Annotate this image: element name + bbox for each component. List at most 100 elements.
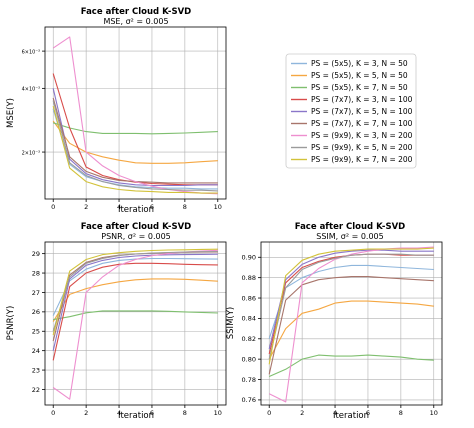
mse-series-line-9: [52, 105, 218, 194]
ssim-series-line-3: [268, 354, 434, 378]
psnr-series-line-5: [52, 253, 218, 351]
ssim-series-line-1: [268, 264, 434, 339]
ssim-series-line-8: [268, 253, 434, 360]
psnr-series-line-3: [53, 310, 218, 321]
psnr-series-line-4: [52, 262, 218, 361]
legend-label: PS = (9x9), K = 3, N = 200: [311, 131, 413, 140]
mse-x-tick-label: 2: [84, 203, 88, 211]
ssim-series-line-2: [268, 300, 434, 360]
psnr-y-tick-label: 29: [32, 250, 40, 258]
ssim-chart-title: Face after Cloud K-SVD: [295, 222, 405, 232]
mse-y-axis-label: MSE(Y): [6, 98, 16, 128]
psnr-y-tick-label: 22: [32, 386, 40, 394]
psnr-x-tick-label: 8: [183, 409, 187, 417]
psnr-y-axis-label: PSNR(Y): [6, 306, 16, 341]
psnr-y-tick-label: 26: [32, 308, 40, 316]
mse-series-line-2: [52, 120, 218, 164]
mse-chart: Face after Cloud K-SVD MSE, σ² = 0.005 0…: [6, 7, 227, 215]
ssim-y-tick-label: 0.88: [242, 274, 256, 282]
legend-label: PS = (7x7), K = 5, N = 100: [311, 107, 413, 116]
psnr-x-tick-label: 10: [214, 409, 222, 417]
psnr-x-tick-label: 0: [51, 409, 55, 417]
ssim-series-line-9: [268, 247, 434, 365]
ssim-x-axis-label: Iteration: [333, 411, 369, 421]
ssim-series-line-6: [268, 276, 434, 375]
mse-y-tick-label: 4×10⁻³: [22, 87, 40, 93]
mse-y-tick-label: 2×10⁻³: [22, 150, 40, 156]
psnr-x-tick-label: 2: [84, 409, 88, 417]
ssim-y-tick-label: 0.78: [242, 376, 256, 384]
ssim-x-tick-label: 8: [399, 409, 403, 417]
ssim-x-tick-label: 4: [333, 409, 337, 417]
legend-label: PS = (9x9), K = 5, N = 200: [311, 143, 413, 152]
mse-x-tick-label: 10: [214, 203, 222, 211]
psnr-plot-frame: [44, 241, 227, 406]
legend-label: PS = (5x5), K = 3, N = 50: [311, 59, 408, 68]
psnr-y-tick-label: 24: [32, 347, 40, 355]
legend: PS = (5x5), K = 3, N = 50 PS = (5x5), K =…: [285, 53, 417, 169]
psnr-x-tick-label: 4: [117, 409, 121, 417]
psnr-chart-subtitle: PSNR, σ² = 0.005: [101, 232, 171, 241]
psnr-series-group: [52, 248, 218, 400]
mse-series-line-3: [53, 122, 218, 135]
ssim-series-line-5: [268, 249, 434, 350]
ssim-y-tick-label: 0.86: [242, 294, 256, 302]
ssim-y-axis-label: SSIM(Y): [226, 307, 236, 339]
psnr-series-line-8: [52, 250, 218, 332]
legend-label: PS = (9x9), K = 7, N = 200: [311, 155, 413, 164]
mse-y-ticks: 2×10⁻³ 4×10⁻³ 6×10⁻³: [22, 49, 45, 156]
psnr-y-ticks: 22 23 24 25 26 27 28 29: [32, 250, 45, 394]
mse-y-tick-label: 6×10⁻³: [22, 49, 40, 55]
mse-x-tick-label: 8: [183, 203, 187, 211]
ssim-series-line-7: [268, 246, 434, 403]
ssim-x-tick-label: 2: [300, 409, 304, 417]
mse-series-group: [52, 36, 218, 195]
ssim-y-ticks: 0.76 0.78 0.80 0.82 0.84 0.86 0.88 0.90: [242, 254, 261, 404]
mse-grid: [45, 27, 226, 199]
legend-label: PS = (7x7), K = 3, N = 100: [311, 95, 413, 104]
ssim-x-ticks: 0 2 4 6 8 10: [267, 405, 438, 417]
psnr-series-line-2: [52, 278, 218, 322]
psnr-y-tick-label: 27: [32, 289, 40, 297]
mse-series-line-5: [52, 88, 218, 187]
mse-x-tick-label: 4: [117, 203, 121, 211]
legend-label: PS = (5x5), K = 7, N = 50: [311, 83, 408, 92]
ssim-y-tick-label: 0.84: [242, 315, 256, 323]
mse-plot-frame: [44, 26, 227, 200]
legend-entries: PS = (5x5), K = 3, N = 50 PS = (5x5), K =…: [291, 59, 413, 164]
mse-series-line-4: [52, 73, 218, 186]
ssim-chart: Face after Cloud K-SVD SSIM, σ² = 0.005 …: [226, 222, 443, 421]
mse-series-line-8: [52, 100, 218, 192]
mse-x-ticks: 0 2 4 6 8 10: [51, 199, 222, 211]
ssim-plot-frame: [260, 241, 443, 406]
psnr-x-ticks: 0 2 4 6 8 10: [51, 405, 222, 417]
ssim-x-tick-label: 6: [366, 409, 370, 417]
psnr-y-tick-label: 23: [32, 366, 40, 374]
ssim-y-tick-label: 0.90: [242, 254, 256, 262]
mse-series-line-1: [52, 108, 218, 190]
ssim-y-tick-label: 0.80: [242, 355, 256, 363]
ssim-y-tick-label: 0.76: [242, 396, 256, 404]
psnr-chart: Face after Cloud K-SVD PSNR, σ² = 0.005 …: [6, 222, 227, 421]
mse-chart-subtitle: MSE, σ² = 0.005: [103, 17, 168, 26]
psnr-y-tick-label: 25: [32, 328, 40, 336]
mse-x-tick-label: 6: [150, 203, 154, 211]
psnr-x-axis-label: Iteration: [118, 411, 154, 421]
psnr-series-line-9: [52, 248, 218, 336]
mse-x-tick-label: 0: [51, 203, 55, 211]
psnr-chart-title: Face after Cloud K-SVD: [81, 222, 191, 232]
mse-chart-title: Face after Cloud K-SVD: [81, 7, 191, 17]
ssim-series-group: [268, 246, 434, 403]
ssim-chart-subtitle: SSIM, σ² = 0.005: [316, 232, 383, 241]
ssim-x-tick-label: 10: [430, 409, 438, 417]
psnr-series-line-1: [52, 257, 218, 316]
psnr-y-tick-label: 28: [32, 269, 40, 277]
legend-label: PS = (7x7), K = 7, N = 100: [311, 119, 413, 128]
ssim-x-tick-label: 0: [267, 409, 271, 417]
ssim-y-tick-label: 0.82: [242, 335, 256, 343]
legend-label: PS = (5x5), K = 5, N = 50: [311, 71, 408, 80]
psnr-x-tick-label: 6: [150, 409, 154, 417]
legend-box: [285, 53, 417, 169]
mse-x-axis-label: Iteration: [118, 205, 154, 215]
